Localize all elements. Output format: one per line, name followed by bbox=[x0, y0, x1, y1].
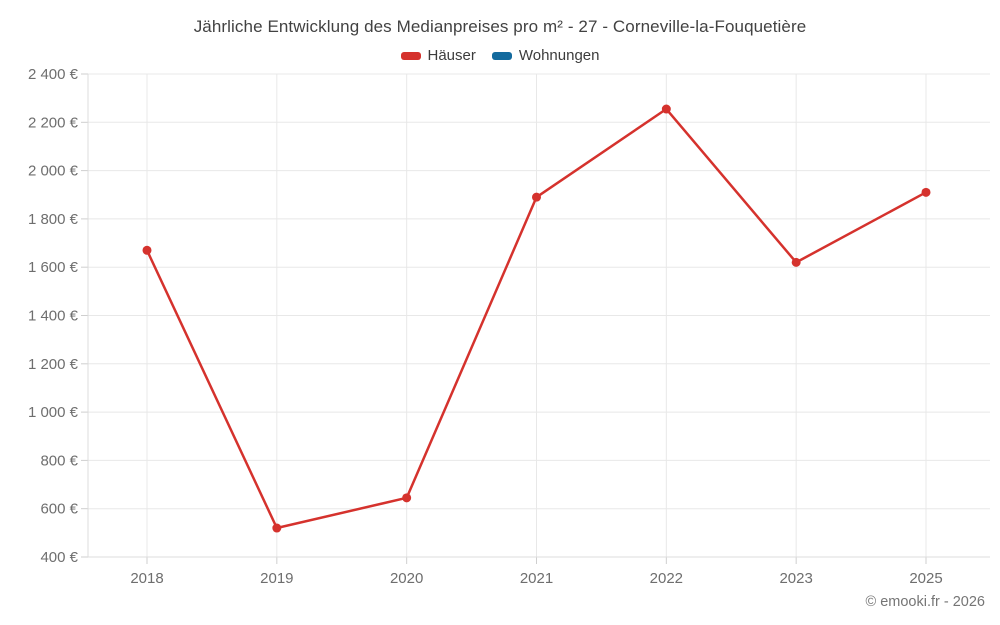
data-point-hauser-2023[interactable] bbox=[791, 257, 801, 267]
y-tick-label: 2 000 € bbox=[28, 163, 79, 180]
y-tick-label: 1 800 € bbox=[28, 211, 79, 228]
x-tick-label: 2021 bbox=[520, 570, 553, 587]
y-tick-label: 1 200 € bbox=[28, 356, 79, 373]
chart-legend: Häuser Wohnungen bbox=[0, 47, 1000, 64]
legend-swatch-wohnungen bbox=[491, 51, 512, 60]
x-tick-label: 2025 bbox=[909, 570, 942, 587]
copyright-text: © emooki.fr - 2026 bbox=[865, 594, 985, 610]
y-tick-label: 1 000 € bbox=[28, 404, 79, 421]
legend-label: Wohnungen bbox=[518, 47, 600, 64]
legend-item-hauser[interactable]: Häuser bbox=[400, 47, 476, 64]
data-point-hauser-2019[interactable] bbox=[272, 523, 282, 533]
x-tick-label: 2018 bbox=[130, 570, 163, 587]
y-tick-label: 2 200 € bbox=[28, 114, 79, 131]
y-tick-label: 1 400 € bbox=[28, 308, 79, 325]
legend-item-wohnungen[interactable]: Wohnungen bbox=[491, 47, 600, 64]
x-tick-label: 2023 bbox=[779, 570, 812, 587]
data-point-hauser-2021[interactable] bbox=[532, 192, 541, 202]
chart-title: Jährliche Entwicklung des Medianpreises … bbox=[193, 17, 807, 36]
data-point-hauser-2020[interactable] bbox=[402, 493, 412, 503]
x-tick-label: 2020 bbox=[390, 570, 423, 587]
data-point-hauser-2025[interactable] bbox=[921, 187, 931, 197]
y-tick-label: 2 400 € bbox=[28, 66, 79, 83]
x-tick-label: 2022 bbox=[650, 570, 683, 587]
legend-swatch-hauser bbox=[400, 51, 421, 60]
x-tick-label: 2019 bbox=[260, 570, 293, 587]
data-point-hauser-2022[interactable] bbox=[661, 104, 671, 114]
y-tick-label: 600 € bbox=[40, 501, 78, 518]
y-tick-label: 400 € bbox=[40, 549, 78, 566]
y-tick-label: 1 600 € bbox=[28, 259, 79, 276]
y-tick-label: 800 € bbox=[40, 452, 78, 469]
legend-label: Häuser bbox=[427, 47, 476, 64]
data-point-hauser-2018[interactable] bbox=[142, 245, 152, 255]
